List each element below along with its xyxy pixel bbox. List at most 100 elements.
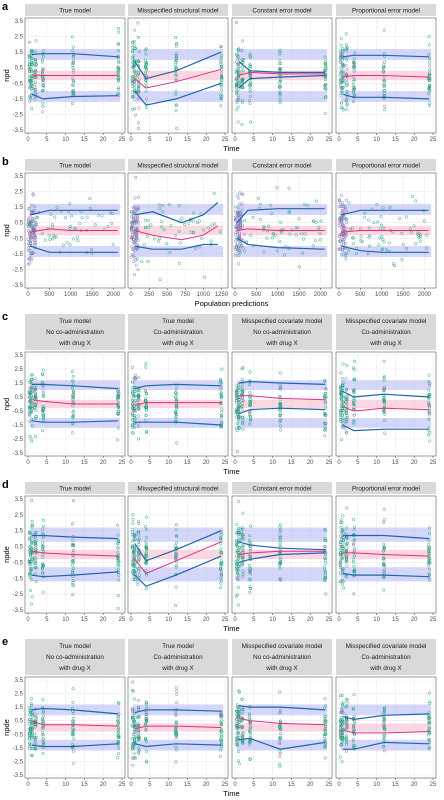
data-point (71, 410, 75, 414)
x-tick-label: 0 (337, 782, 341, 788)
data-point (132, 737, 136, 741)
data-point (344, 217, 348, 221)
data-point (404, 247, 408, 251)
lower-percentile-line (238, 407, 326, 415)
data-point (428, 721, 432, 725)
data-point (137, 746, 141, 750)
x-tick-label: 750 (180, 292, 191, 298)
data-point (363, 211, 367, 215)
data-point (323, 697, 327, 701)
data-point (235, 398, 239, 402)
data-point (33, 377, 37, 381)
data-point (133, 113, 137, 117)
data-point (344, 419, 348, 424)
data-point (116, 396, 120, 400)
data-point (145, 718, 149, 722)
data-point (234, 231, 238, 235)
data-point (132, 69, 136, 74)
data-point (75, 235, 79, 239)
data-point (131, 391, 135, 395)
data-point (338, 728, 343, 732)
upper-percentile-line (31, 707, 119, 715)
data-point (136, 218, 140, 222)
data-point (278, 525, 282, 529)
data-point (248, 570, 252, 574)
data-point (427, 86, 431, 90)
data-point (427, 726, 431, 730)
data-point (341, 384, 345, 388)
data-point (323, 565, 327, 569)
data-point (117, 68, 121, 72)
data-point (382, 549, 386, 553)
data-point (235, 523, 239, 527)
data-point (235, 567, 240, 571)
data-point (340, 438, 344, 442)
data-point (174, 528, 178, 532)
data-point (168, 250, 172, 254)
data-point (177, 261, 181, 265)
data-point (427, 404, 431, 408)
data-point (41, 404, 45, 408)
upper-percentile-line (31, 534, 119, 540)
data-point (143, 58, 147, 62)
data-point (424, 246, 429, 250)
data-point (303, 232, 307, 236)
data-point (30, 499, 34, 503)
facet-strip (128, 639, 228, 675)
data-point (344, 430, 348, 434)
data-point (71, 579, 75, 583)
data-point (341, 240, 345, 244)
data-point (27, 206, 31, 210)
data-point (71, 386, 75, 390)
x-tick-label: 0 (233, 782, 237, 788)
data-point (133, 755, 137, 759)
lower-percentile-line (238, 737, 326, 750)
data-point (267, 224, 271, 228)
y-tick-label: -1.5 (13, 576, 24, 582)
data-point (341, 76, 345, 80)
lower-pi-band (340, 91, 432, 102)
lower-percentile-line (31, 420, 119, 423)
data-point (219, 559, 223, 563)
data-point (344, 697, 348, 701)
data-point (344, 736, 348, 740)
data-point (34, 565, 38, 569)
data-point (279, 428, 283, 432)
data-point (202, 228, 206, 232)
facet-strip (232, 314, 332, 350)
data-point (41, 564, 45, 568)
y-tick-label: -2.5 (13, 112, 24, 118)
data-point (219, 576, 223, 580)
data-point (33, 558, 38, 562)
data-point (382, 65, 386, 69)
data-point (219, 378, 223, 382)
data-point (339, 518, 343, 522)
data-point (71, 544, 75, 548)
data-point (278, 751, 282, 755)
data-point (34, 540, 38, 544)
data-point (116, 756, 120, 760)
data-point (195, 221, 200, 225)
data-point (338, 694, 343, 698)
data-point (235, 415, 239, 419)
upper-percentile-line (238, 541, 326, 551)
data-point (233, 205, 237, 209)
data-point (237, 564, 241, 568)
data-point (136, 97, 140, 101)
data-point (418, 239, 422, 243)
data-point (71, 729, 75, 733)
data-point (42, 49, 46, 53)
data-point (132, 751, 136, 755)
data-point (323, 738, 327, 742)
lower-percentile-line (238, 74, 326, 89)
data-point (132, 415, 136, 419)
x-tick-label: 25 (222, 460, 229, 466)
facet-strip-text: True model (59, 486, 91, 493)
data-point (175, 54, 179, 59)
facet-strip (336, 314, 436, 350)
y-tick-label: 2.5 (15, 367, 24, 373)
data-point (418, 233, 423, 237)
data-point (106, 225, 110, 229)
data-point (131, 50, 135, 54)
data-point (41, 751, 45, 756)
